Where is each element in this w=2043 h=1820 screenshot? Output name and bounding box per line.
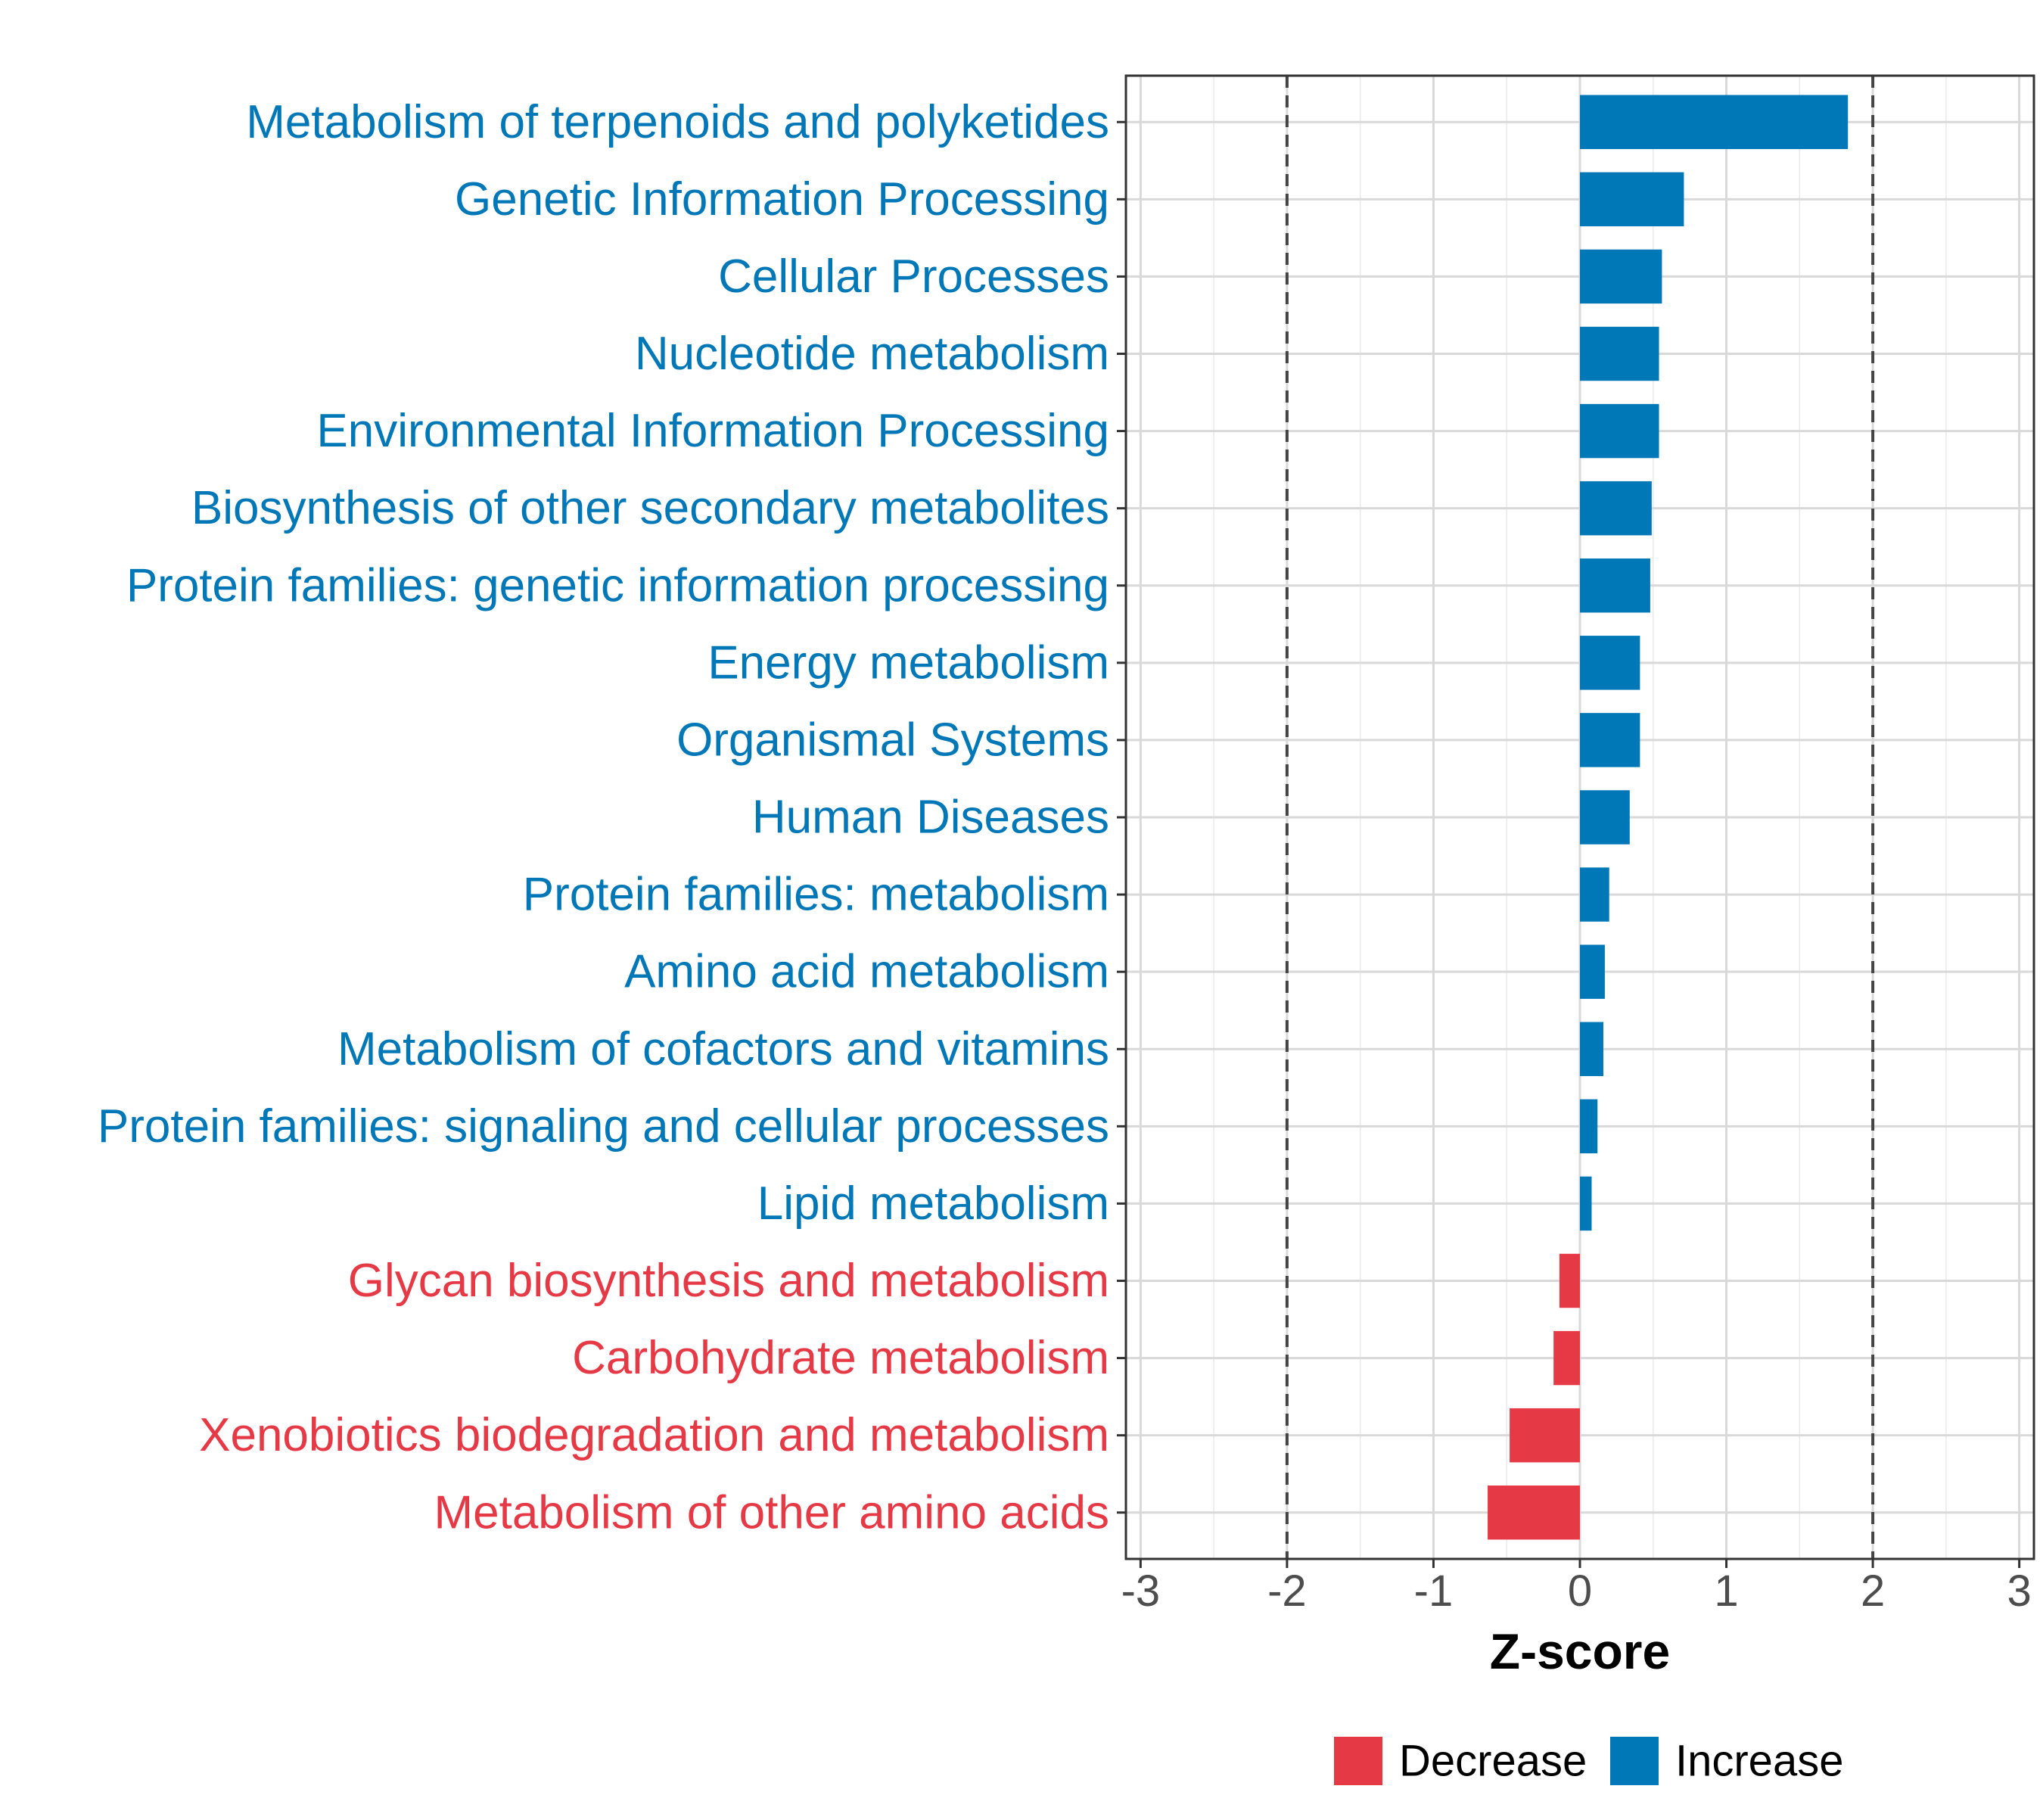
bar-increase [1580, 713, 1640, 767]
bar-increase [1580, 403, 1659, 459]
bar-increase [1580, 172, 1684, 227]
y-tick-label: Human Diseases [752, 792, 1109, 844]
bar-increase [1580, 1176, 1592, 1231]
legend-label-increase: Increase [1675, 1737, 1843, 1786]
x-tick-label: 0 [1568, 1566, 1592, 1616]
y-tick-label: Organismal Systems [676, 714, 1109, 766]
bar-layer [1488, 95, 1849, 1540]
legend: Decrease Increase [1334, 1737, 1843, 1786]
bar-decrease [1553, 1330, 1580, 1386]
bar-increase [1580, 790, 1630, 845]
bar-decrease [1488, 1486, 1580, 1540]
x-tick-label: 3 [2007, 1566, 2032, 1616]
x-tick-label: -1 [1414, 1566, 1454, 1616]
legend-swatch-decrease [1334, 1737, 1382, 1785]
bar-increase [1580, 95, 1849, 149]
y-tick-label: Glycan biosynthesis and metabolism [348, 1255, 1109, 1307]
bar-increase [1580, 481, 1652, 536]
x-axis-ticks: -3 -2 -1 0 1 2 3 [1121, 1559, 2032, 1616]
bar-increase [1580, 558, 1650, 613]
bar-increase [1580, 326, 1659, 381]
legend-label-decrease: Decrease [1399, 1737, 1587, 1786]
y-tick-label: Protein families: metabolism [523, 869, 1109, 921]
y-tick-label: Nucleotide metabolism [635, 328, 1109, 380]
y-tick-label: Metabolism of cofactors and vitamins [337, 1023, 1109, 1075]
x-tick-label: -2 [1267, 1566, 1307, 1616]
bar-increase [1580, 867, 1609, 922]
bar-decrease [1559, 1253, 1580, 1308]
bar-increase [1580, 1022, 1603, 1076]
y-tick-label: Amino acid metabolism [624, 946, 1109, 998]
y-tick-label: Metabolism of other amino acids [434, 1486, 1109, 1538]
y-axis-ticks: Metabolism of terpenoids and polyketides… [98, 96, 1126, 1538]
y-tick-label: Metabolism of terpenoids and polyketides [246, 96, 1109, 148]
x-tick-label: 2 [1861, 1566, 1885, 1616]
y-tick-label: Lipid metabolism [757, 1178, 1109, 1230]
y-tick-label: Protein families: genetic information pr… [126, 559, 1109, 611]
y-tick-label: Protein families: signaling and cellular… [98, 1100, 1109, 1153]
y-tick-label: Xenobiotics biodegradation and metabolis… [199, 1409, 1109, 1461]
y-tick-label: Genetic Information Processing [455, 173, 1109, 226]
bar-increase [1580, 636, 1640, 690]
y-tick-label: Energy metabolism [707, 636, 1109, 689]
y-tick-label: Environmental Information Processing [316, 405, 1109, 457]
x-tick-label: -3 [1121, 1566, 1161, 1616]
bar-increase [1580, 944, 1605, 999]
x-tick-label: 1 [1714, 1566, 1738, 1616]
bar-increase [1580, 249, 1662, 304]
y-tick-label: Cellular Processes [718, 250, 1109, 303]
bar-decrease [1510, 1408, 1580, 1463]
reference-lines [1285, 76, 1875, 1559]
x-axis-title: Z-score [1490, 1623, 1670, 1679]
legend-swatch-increase [1610, 1737, 1659, 1785]
bar-increase [1580, 1099, 1598, 1154]
y-tick-label: Biosynthesis of other secondary metaboli… [191, 482, 1109, 534]
y-tick-label: Carbohydrate metabolism [572, 1332, 1109, 1384]
